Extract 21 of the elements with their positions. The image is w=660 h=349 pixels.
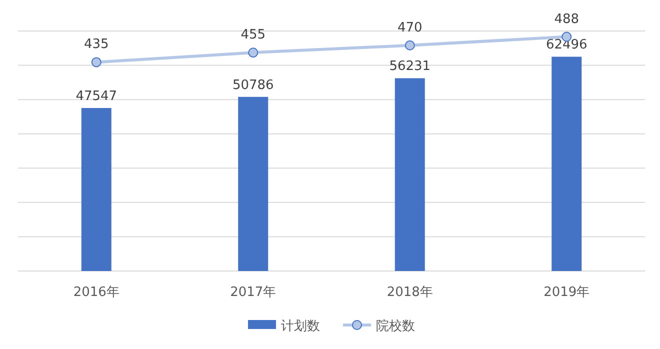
data-label: 488 xyxy=(554,12,580,27)
bar xyxy=(81,108,112,271)
data-label: 47547 xyxy=(76,88,118,104)
bar xyxy=(394,78,425,271)
x-tick-label: 2016年 xyxy=(73,285,120,300)
point xyxy=(91,57,102,68)
x-tick-label: 2017年 xyxy=(230,285,276,300)
x-tick-label: 2018年 xyxy=(386,285,433,300)
data-label: 50786 xyxy=(232,78,274,93)
data-label: 56231 xyxy=(389,59,431,74)
data-label: 470 xyxy=(397,20,422,36)
data-label: 62496 xyxy=(546,38,588,53)
legend-label: 院校数 xyxy=(376,319,415,334)
bar xyxy=(552,56,582,271)
bar xyxy=(238,96,268,271)
legend-label: 计划数 xyxy=(281,319,320,334)
data-label: 435 xyxy=(84,37,109,52)
data-label: 455 xyxy=(240,28,266,43)
point xyxy=(404,40,415,50)
x-tick-label: 2019年 xyxy=(544,285,590,300)
point xyxy=(248,48,258,58)
